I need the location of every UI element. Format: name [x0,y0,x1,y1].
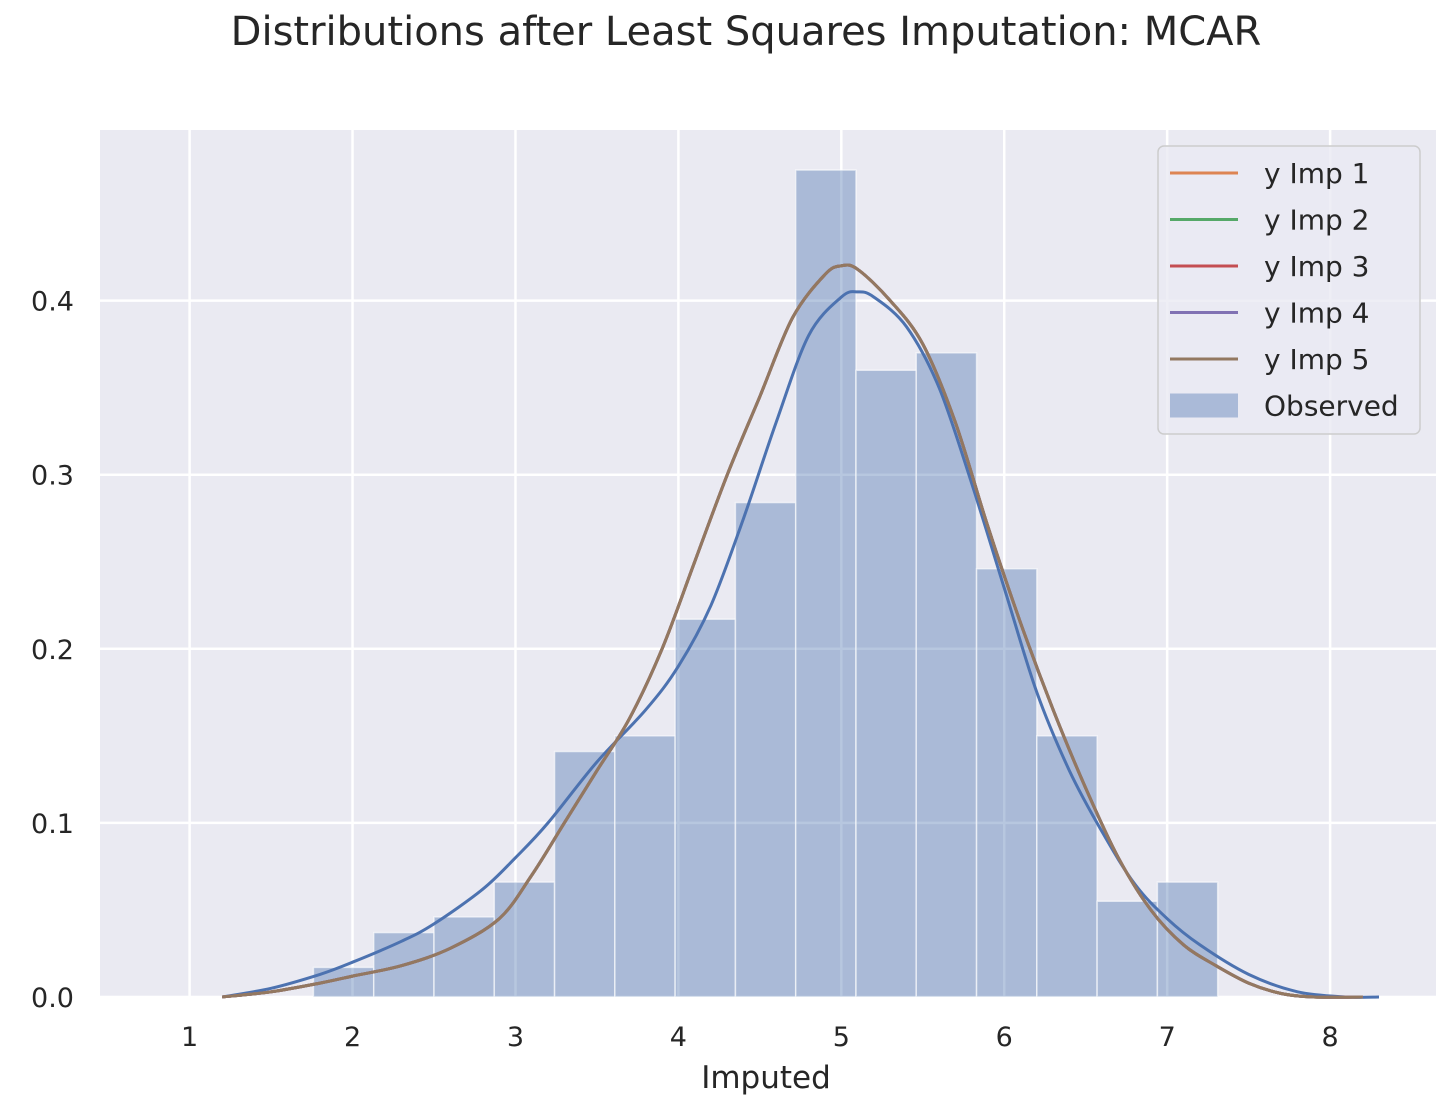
x-tick-label: 1 [181,1022,198,1053]
x-tick-label: 6 [996,1022,1013,1053]
x-tick-label: 3 [507,1022,524,1053]
x-tick-label: 7 [1159,1022,1176,1053]
legend-label: y Imp 3 [1264,250,1370,283]
y-tick-label: 0.4 [31,287,74,318]
chart-title: Distributions after Least Squares Imputa… [231,9,1262,55]
y-tick-label: 0.2 [31,635,74,666]
histogram-bars [312,169,1219,998]
x-axis-ticks: 1 2 3 4 5 6 7 8 [181,1022,1339,1053]
x-tick-label: 4 [670,1022,687,1053]
legend-label: y Imp 4 [1264,297,1370,330]
x-axis-label: Imputed [701,1060,831,1096]
legend: y Imp 1 y Imp 2 y Imp 3 y Imp 4 y Imp 5 Obser… [1157,145,1421,435]
histogram-bar [1036,735,1098,998]
histogram-bar [855,369,918,998]
histogram-bar [674,618,737,998]
histogram-bar [734,501,797,998]
y-tick-label: 0.1 [31,809,74,840]
histogram-bar [1156,881,1219,998]
histogram-bar [915,352,978,998]
histogram-bar [794,169,857,998]
x-tick-label: 8 [1322,1022,1339,1053]
imputed-kde-line-5 [222,263,1363,999]
legend-label: y Imp 5 [1264,343,1370,376]
y-axis-ticks: 0.0 0.1 0.2 0.3 0.4 [31,287,74,1014]
y-tick-label: 0.0 [31,983,74,1014]
y-tick-label: 0.3 [31,461,74,492]
histogram-bar [493,881,556,998]
histogram-bar [975,567,1038,998]
kde-lines [221,263,1380,999]
legend-label: y Imp 1 [1264,157,1370,190]
observed-kde-line [221,290,1380,999]
legend-label: y Imp 2 [1264,204,1370,237]
legend-label: Observed [1264,390,1399,423]
x-tick-label: 5 [833,1022,850,1053]
histogram-bar [614,735,676,998]
histogram-bar [1096,900,1159,998]
x-tick-label: 2 [344,1022,361,1053]
legend-swatch [1170,393,1238,418]
